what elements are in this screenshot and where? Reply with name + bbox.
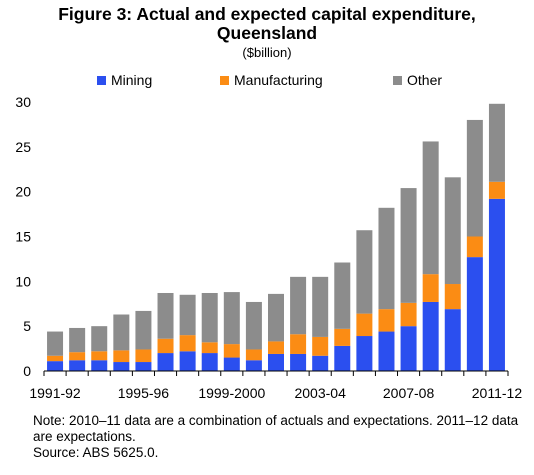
x-tick-label: 2007-08 [383, 385, 435, 401]
chart-unit: ($billion) [242, 45, 292, 60]
bar-other [356, 230, 373, 314]
bar-manufacturing [91, 351, 108, 361]
bar-other [157, 292, 174, 339]
y-tick-label: 10 [15, 273, 31, 289]
bar-manufacturing [466, 236, 483, 258]
bar-other [179, 294, 196, 336]
bar-other [135, 310, 152, 350]
legend-label-other: Other [407, 72, 443, 88]
x-tick-label: 1991-92 [29, 385, 81, 401]
chart-title: Figure 3: Actual and expected capital ex… [58, 4, 476, 24]
bar-mining [157, 353, 174, 371]
chart-plot: 0 5 10 15 20 25 30 1991-92 1995-96 1999-2000 2003-… [15, 94, 523, 401]
chart-source: Source: ABS 5625.0. [33, 445, 159, 460]
legend-swatch-other [393, 75, 402, 85]
bar-mining [466, 257, 483, 371]
bar-manufacturing [223, 344, 240, 358]
bar-other [245, 301, 262, 350]
bar-manufacturing [157, 338, 174, 354]
bar-manufacturing [444, 284, 461, 310]
legend-item-mining: Mining [97, 72, 152, 88]
bar-manufacturing [179, 335, 196, 352]
y-tick-label: 0 [23, 363, 31, 379]
bar-mining [135, 362, 152, 371]
y-tick-label: 25 [15, 139, 31, 155]
bar-other [444, 177, 461, 285]
bar-manufacturing [356, 313, 373, 337]
bar-manufacturing [378, 309, 395, 332]
bar-mining [245, 360, 262, 371]
bar-manufacturing [135, 349, 152, 363]
bar-mining [334, 345, 351, 371]
legend-item-other: Other [393, 72, 442, 88]
bar-other [69, 327, 86, 353]
bar-mining [201, 353, 218, 371]
bar-other [466, 119, 483, 237]
bar-manufacturing [201, 342, 218, 354]
y-tick-label: 20 [15, 184, 31, 200]
y-tick-label: 15 [15, 229, 31, 245]
legend-swatch-mining [97, 75, 106, 85]
bar-other [400, 188, 417, 303]
y-tick-label: 5 [23, 318, 31, 334]
bar-mining [69, 360, 86, 371]
bar-other [334, 262, 351, 329]
bar-other [290, 276, 307, 335]
legend-item-manufacturing: Manufacturing [220, 72, 323, 88]
legend-swatch-manufacturing [220, 75, 229, 85]
bar-manufacturing [400, 302, 417, 327]
bar-other [91, 326, 108, 352]
bar-mining [400, 326, 417, 371]
bar-manufacturing [312, 336, 329, 356]
bar-mining [312, 355, 329, 371]
bar-manufacturing [422, 274, 439, 302]
bar-other [201, 292, 218, 343]
bar-manufacturing [290, 334, 307, 354]
x-tick-label: 2011-12 [472, 385, 523, 401]
legend-label-manufacturing: Manufacturing [234, 72, 323, 88]
bar-mining [378, 331, 395, 371]
bar-other [422, 141, 439, 275]
legend: Mining Manufacturing Other [0, 72, 534, 90]
bar-mining [422, 301, 439, 371]
bar-manufacturing [488, 181, 505, 199]
x-tick-label: 2003-04 [294, 385, 346, 401]
x-tick-label: 1999-2000 [198, 385, 265, 401]
bar-manufacturing [113, 350, 130, 363]
legend-label-mining: Mining [111, 72, 153, 88]
bar-mining [290, 353, 307, 371]
bar-mining [91, 360, 108, 371]
bar-other [312, 276, 329, 337]
bar-mining [113, 362, 130, 371]
bar-manufacturing [47, 355, 64, 362]
bar-mining [179, 351, 196, 371]
bar-manufacturing [69, 352, 86, 361]
chart-title-line-2: Queensland [216, 23, 318, 43]
bar-mining [47, 361, 64, 371]
bar-mining [223, 357, 240, 371]
x-tick-label: 1995-96 [118, 385, 170, 401]
bar-manufacturing [334, 328, 351, 346]
bar-other [378, 207, 395, 310]
y-tick-label: 30 [15, 94, 31, 110]
bar-other [223, 292, 240, 345]
bar-other [113, 314, 130, 351]
bar-mining [444, 309, 461, 371]
bar-mining [356, 336, 373, 371]
bar-other [268, 293, 284, 342]
chart-note: Note: 2010–11 data are a combination of … [33, 413, 519, 444]
bar-mining [488, 198, 505, 371]
bar-manufacturing [245, 349, 262, 361]
bar-other [47, 331, 64, 356]
bar-other [488, 103, 505, 182]
bar-mining [268, 353, 284, 371]
bar-manufacturing [268, 341, 284, 354]
